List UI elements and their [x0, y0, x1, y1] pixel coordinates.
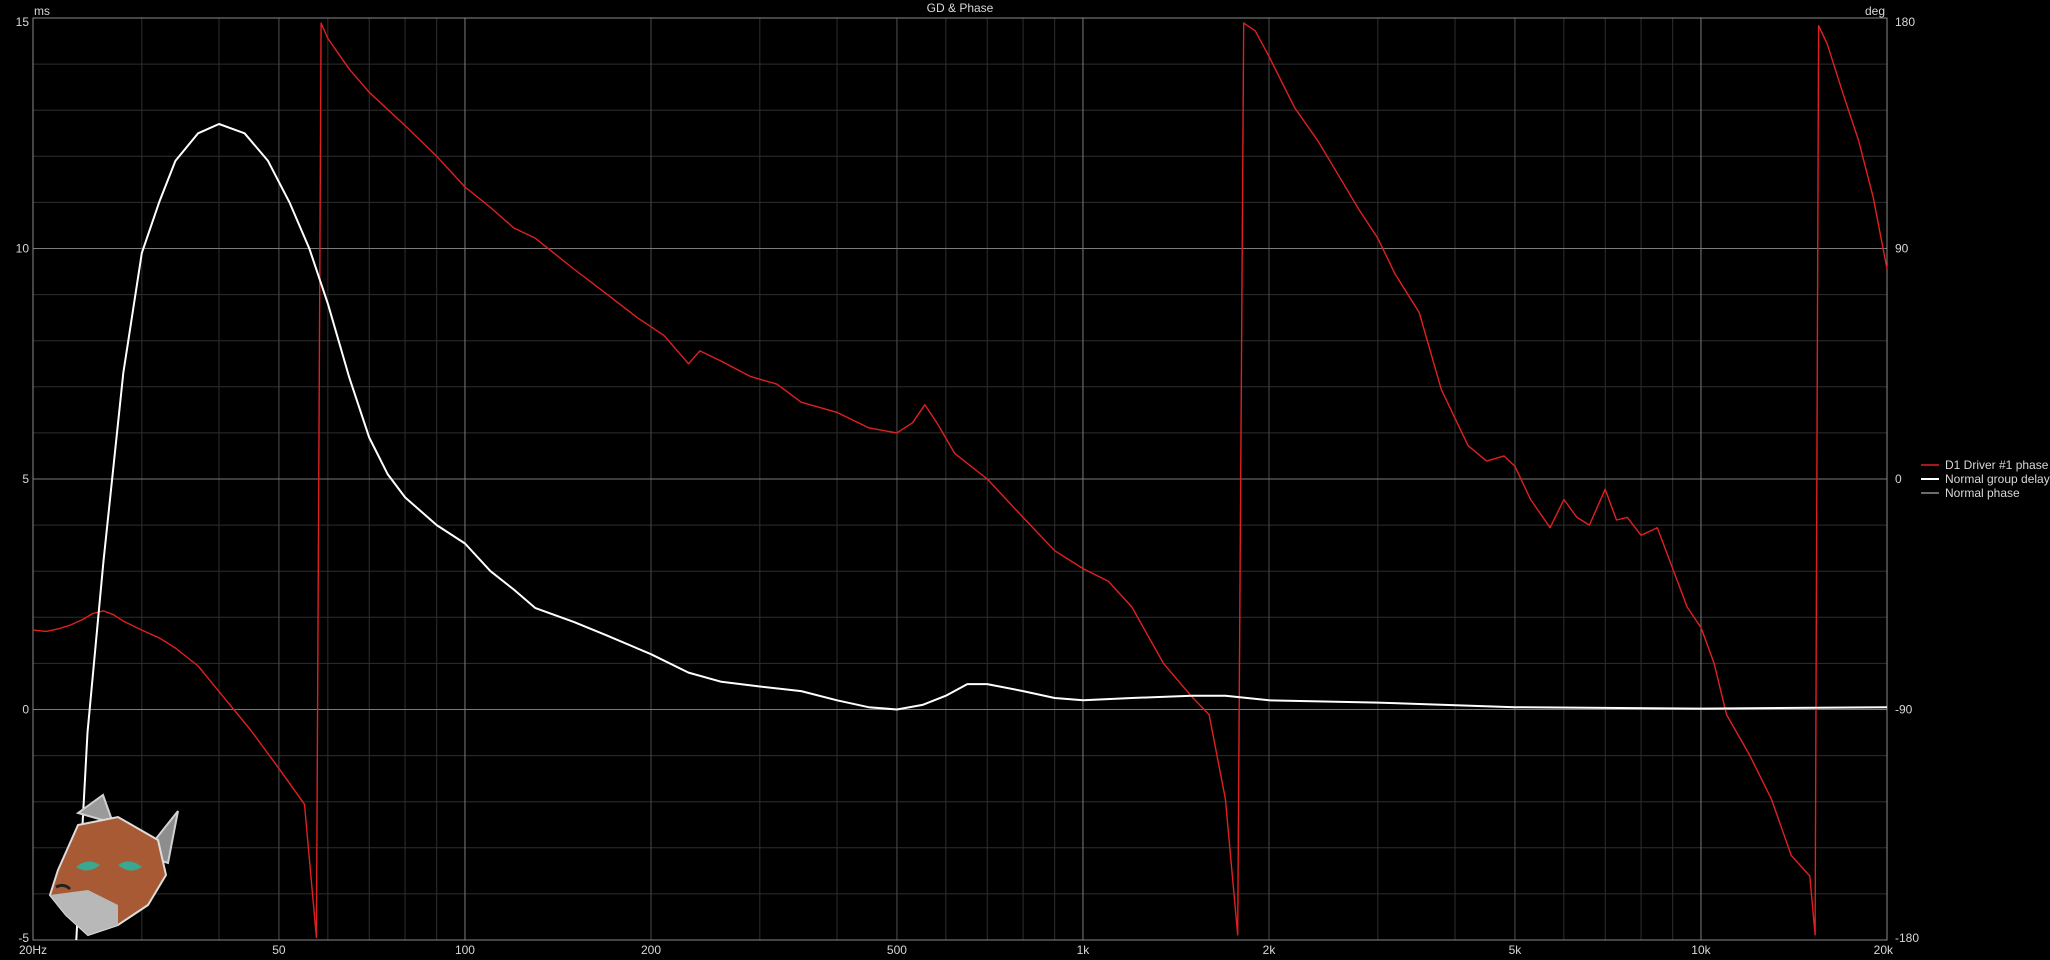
x-tick-label: 20k: [1874, 943, 1894, 957]
right-axis-tick-label: -180: [1895, 931, 1919, 945]
right-axis-tick-label: 0: [1895, 472, 1902, 486]
right-axis-tick-label: 180: [1895, 15, 1915, 29]
x-tick-label: 20Hz: [19, 943, 47, 957]
x-tick-label: 50: [272, 943, 286, 957]
series-line-d1-driver-1-phase: [32, 22, 1888, 939]
x-axis-tick-labels: 20Hz 50 100 200 500 1k 2k 5k 10k 20k: [19, 943, 1894, 957]
plot-frame: [32, 17, 1888, 941]
left-axis-tick-label: 0: [22, 703, 29, 717]
chart-title: GD & Phase: [927, 1, 994, 15]
right-axis-tick-label: 90: [1895, 242, 1909, 256]
left-axis-unit: ms: [34, 4, 50, 18]
fox-mascot-icon: [48, 793, 179, 937]
major-grid: [33, 18, 1887, 940]
x-tick-label: 500: [887, 943, 907, 957]
left-axis-tick-label: -5: [18, 931, 29, 945]
x-tick-label: 1k: [1077, 943, 1091, 957]
right-axis-tick-labels: 180 90 0 -90 -180: [1895, 15, 1919, 945]
x-tick-label: 100: [455, 943, 475, 957]
right-axis-unit: deg: [1865, 4, 1885, 18]
x-tick-label: 2k: [1263, 943, 1277, 957]
right-axis-tick-label: -90: [1895, 703, 1913, 717]
legend-label: Normal group delay: [1945, 472, 2050, 486]
series-line-normal-group-delay: [75, 123, 1888, 941]
series-layer: [32, 22, 1888, 941]
x-tick-label: 10k: [1691, 943, 1711, 957]
left-axis-tick-labels: 15 10 5 0 -5: [16, 15, 30, 945]
x-tick-label: 5k: [1509, 943, 1523, 957]
legend-label: D1 Driver #1 phase: [1945, 458, 2049, 472]
x-tick-label: 200: [641, 943, 661, 957]
left-axis-tick-label: 15: [16, 15, 30, 29]
left-axis-tick-label: 5: [22, 472, 29, 486]
legend-label: Normal phase: [1945, 486, 2020, 500]
left-axis-tick-label: 10: [16, 242, 30, 256]
